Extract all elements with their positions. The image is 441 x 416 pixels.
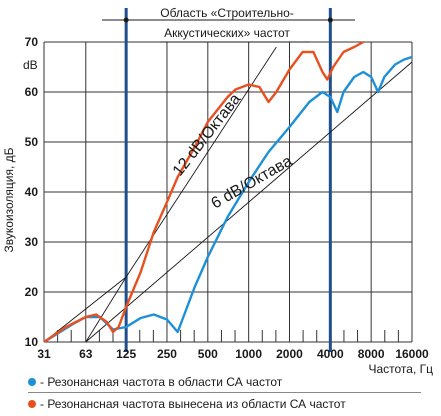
annotation-6db: 6 dB/Октава: [209, 153, 296, 213]
x-axis-label: Частота, Гц: [368, 362, 433, 376]
legend-item-red: - Резонансная частота вынесена из област…: [28, 397, 346, 411]
x-tick-label: 8000: [358, 347, 385, 361]
y-tick-label: 10: [25, 335, 39, 349]
x-tick-labels: 31 63 125 250 500 1000 2000 4000 8000 16000: [37, 347, 429, 361]
legend-text-red: - Резонансная частота вынесена из област…: [40, 397, 346, 411]
y-tick-label: 40: [25, 185, 39, 199]
region-bracket-dot-right: [327, 17, 333, 23]
series-line-0: [43, 55, 413, 344]
reference-line-1: [85, 61, 413, 343]
x-tick-label: 63: [79, 347, 93, 361]
legend-divider: [28, 392, 421, 393]
y-tick-label: 70: [25, 35, 39, 49]
annotation-12db: 12 dB/Октава: [170, 91, 245, 180]
y-tick-labels: 10 20 30 40 50 60 70: [25, 35, 39, 349]
x-tick-label: 31: [37, 347, 51, 361]
region-bracket: [102, 8, 355, 352]
y-axis-label: Звукоизоляция, дБ: [2, 147, 16, 252]
reference-line-lower-2: [85, 276, 127, 343]
reference-line-lower: [43, 276, 127, 343]
x-tick-label: 4000: [317, 347, 344, 361]
y-unit-label: dB: [23, 58, 38, 72]
x-tick-label: 500: [198, 347, 218, 361]
x-tick-label: 1000: [235, 347, 262, 361]
x-tick-label: 16000: [395, 347, 429, 361]
y-tick-label: 50: [25, 135, 39, 149]
region-bracket-dot-left: [123, 17, 129, 23]
region-label-line-1: Область «Строительно-: [160, 6, 294, 20]
legend-text-blue: - Резонансная частота в области СА часто…: [40, 375, 283, 389]
series-line-1: [43, 40, 364, 343]
x-tick-label: 250: [157, 347, 177, 361]
x-tick-label: 125: [116, 347, 136, 361]
y-tick-label: 30: [25, 235, 39, 249]
y-tick-label: 20: [25, 285, 39, 299]
legend-dot-blue: [28, 378, 36, 386]
y-tick-label: 60: [25, 85, 39, 99]
legend-item-blue: - Резонансная частота в области СА часто…: [28, 375, 282, 389]
legend-dot-red: [28, 400, 36, 408]
region-label-line-2: Аккустических» частот: [164, 26, 290, 40]
x-tick-label: 2000: [276, 347, 303, 361]
series: [43, 40, 413, 344]
minor-ticks: [57, 330, 399, 342]
